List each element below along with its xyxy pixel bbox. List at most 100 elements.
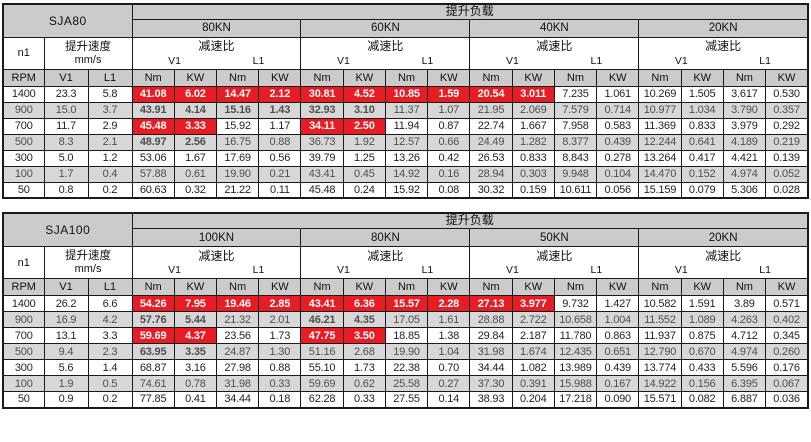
value-cell: 0.292 — [765, 117, 809, 135]
rpm-label: RPM — [2, 68, 45, 87]
value-cell: 23.56 — [215, 327, 260, 345]
data-row: 1400 23.3 5.8 41.08 6.02 14.47 2.12 30.81 4.52 10… — [2, 85, 809, 103]
ratio-label: 减速比 — [705, 39, 742, 54]
value-cell: 6.36 — [342, 295, 386, 313]
l1-ratio-label: L1 — [421, 55, 434, 68]
value-cell: 1.38 — [427, 327, 471, 345]
kw-unit-label: KW — [680, 278, 724, 297]
value-cell: 18.85 — [384, 327, 429, 345]
v1-ratio-label: V1 — [674, 55, 688, 68]
rpm-value: 50 — [2, 391, 45, 409]
v1-speed-value: 13.1 — [43, 327, 89, 345]
value-cell: 1.04 — [427, 343, 471, 361]
value-cell: 2.069 — [511, 101, 555, 119]
ratio-variants: V1 L1 — [640, 264, 807, 276]
load-rating: 100KN — [131, 228, 302, 248]
value-cell: 12.435 — [553, 343, 598, 361]
nm-unit-label: Nm — [722, 278, 767, 297]
v1-speed-value: 9.4 — [43, 343, 89, 361]
nm-unit-label: Nm — [722, 68, 767, 87]
value-cell: 15.988 — [553, 375, 598, 393]
speed-title: 提升速度 — [65, 40, 111, 53]
kw-unit-label: KW — [680, 68, 724, 87]
ratio-variants: V1 L1 — [640, 55, 807, 68]
rpm-value: 500 — [2, 343, 45, 361]
speed-header: 提升速度 mm/s — [43, 246, 133, 280]
speed-header: 提升速度 mm/s — [43, 36, 133, 70]
value-cell: 0.08 — [427, 181, 471, 199]
value-cell: 24.87 — [215, 343, 260, 361]
value-cell: 22.38 — [384, 359, 429, 377]
value-cell: 0.439 — [596, 133, 640, 151]
value-cell: 34.44 — [469, 359, 513, 377]
data-row: 50 0.9 0.2 77.85 0.41 34.44 0.18 62.28 0.33 27.55… — [2, 391, 809, 409]
rpm-label: RPM — [2, 278, 45, 297]
value-cell: 17.69 — [215, 149, 260, 167]
value-cell: 11.94 — [384, 117, 429, 135]
value-cell: 0.159 — [511, 181, 555, 199]
value-cell: 3.011 — [511, 85, 555, 103]
load-rating: 40KN — [469, 18, 640, 38]
value-cell: 34.44 — [215, 391, 260, 409]
ratio-variants: V1 L1 — [302, 55, 469, 68]
value-cell: 0.028 — [765, 181, 809, 199]
value-cell: 25.58 — [384, 375, 429, 393]
value-cell: 2.722 — [511, 311, 555, 329]
l1-speed-value: 3.7 — [87, 101, 133, 119]
nm-unit-label: Nm — [215, 278, 260, 297]
value-cell: 0.583 — [596, 117, 640, 135]
value-cell: 1.427 — [596, 295, 640, 313]
value-cell: 10.611 — [553, 181, 598, 199]
value-cell: 1.17 — [258, 117, 302, 135]
value-cell: 12.244 — [638, 133, 682, 151]
value-cell: 2.12 — [258, 85, 302, 103]
rpm-value: 900 — [2, 101, 45, 119]
data-row: 900 15.0 3.7 43.91 4.14 15.16 1.43 32.93 3.10 11.… — [2, 101, 809, 119]
nm-unit-label: Nm — [553, 68, 598, 87]
value-cell: 0.152 — [680, 165, 724, 183]
v1-ratio-label: V1 — [505, 55, 519, 68]
value-cell: 22.74 — [469, 117, 513, 135]
data-row: 300 5.0 1.2 53.06 1.67 17.69 0.56 39.79 1.25 13.2… — [2, 149, 809, 167]
value-cell: 0.33 — [342, 391, 386, 409]
value-cell: 3.790 — [722, 101, 767, 119]
rpm-value: 1400 — [2, 295, 45, 313]
ratio-group-header: 减速比 V1 L1 — [131, 246, 302, 280]
value-cell: 32.93 — [300, 101, 344, 119]
value-cell: 10.977 — [638, 101, 682, 119]
data-row: 700 11.7 2.9 45.48 3.33 15.92 1.17 34.11 2.50 11.… — [2, 117, 809, 135]
load-rating: 80KN — [131, 18, 302, 38]
value-cell: 0.104 — [596, 165, 640, 183]
value-cell: 0.260 — [765, 343, 809, 361]
value-cell: 4.14 — [173, 101, 217, 119]
value-cell: 0.32 — [173, 181, 217, 199]
rpm-value: 300 — [2, 359, 45, 377]
value-cell: 27.55 — [384, 391, 429, 409]
spec-table-sja100: SJA100 提升负载 100KN 80KN 50KN 20KN n1 提升速度 mm/s 减速比… — [2, 212, 809, 409]
ratio-variants: V1 L1 — [133, 264, 300, 276]
nm-unit-label: Nm — [384, 68, 429, 87]
value-cell: 0.875 — [680, 327, 724, 345]
value-cell: 0.88 — [258, 133, 302, 151]
header-row-ratio: n1 提升速度 mm/s 减速比 V1 L1 减速比 V1 L1 减速比 V1 L1 减速比 V1 L1 — [2, 246, 809, 280]
load-rating: 60KN — [300, 18, 471, 38]
value-cell: 9.948 — [553, 165, 598, 183]
value-cell: 0.18 — [258, 391, 302, 409]
ratio-label: 减速比 — [367, 248, 404, 263]
nm-unit-label: Nm — [469, 278, 513, 297]
value-cell: 0.670 — [680, 343, 724, 361]
rpm-value: 900 — [2, 311, 45, 329]
value-cell: 4.974 — [722, 343, 767, 361]
value-cell: 0.33 — [258, 375, 302, 393]
value-cell: 53.06 — [131, 149, 175, 167]
value-cell: 63.95 — [131, 343, 175, 361]
value-cell: 2.01 — [258, 311, 302, 329]
value-cell: 0.88 — [258, 359, 302, 377]
value-cell: 9.732 — [553, 295, 598, 313]
v1-ratio-label: V1 — [337, 55, 350, 68]
rpm-value: 700 — [2, 327, 45, 345]
value-cell: 8.377 — [553, 133, 598, 151]
value-cell: 41.08 — [131, 85, 175, 103]
value-cell: 0.45 — [342, 165, 386, 183]
ratio-variants: V1 L1 — [133, 55, 300, 67]
